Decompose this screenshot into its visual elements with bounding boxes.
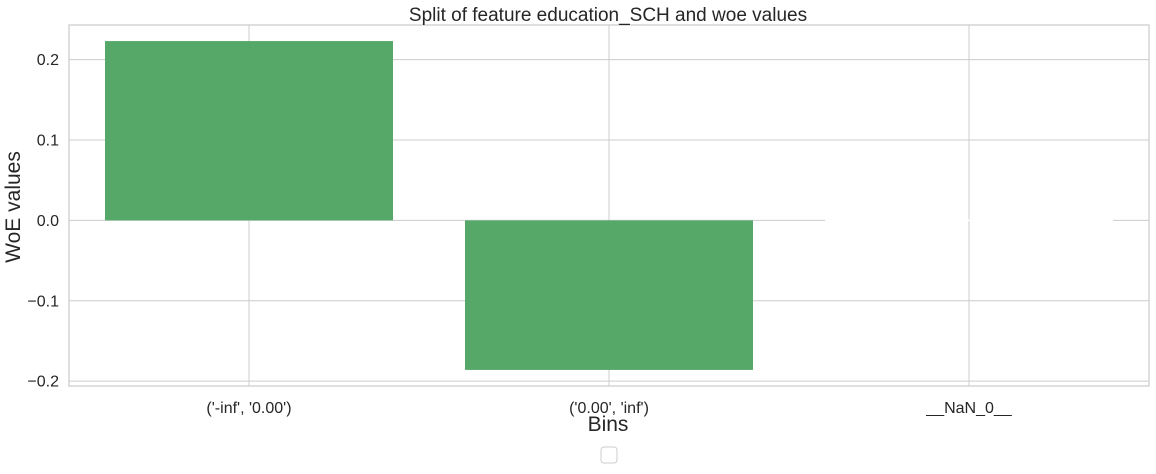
- x-axis-label: Bins: [588, 413, 629, 436]
- bar: [105, 41, 393, 221]
- y-tick-label: −0.1: [27, 293, 59, 310]
- legend-box: [600, 446, 618, 464]
- x-tick-label: __NaN_0__: [925, 400, 1013, 417]
- y-tick-label: 0.2: [37, 52, 59, 69]
- x-tick-labels: ('-inf', '0.00') ('0.00', 'inf') __NaN_0__: [206, 400, 1012, 417]
- plot-frame: [68, 24, 1150, 387]
- bars: [105, 41, 1113, 370]
- y-tick-label: −0.2: [27, 374, 59, 391]
- y-tick-label: 0.0: [37, 213, 59, 230]
- bar: [465, 220, 753, 370]
- x-tick-label: ('0.00', 'inf'): [569, 400, 649, 417]
- chart-title: Split of feature education_SCH and woe v…: [409, 5, 807, 26]
- y-tick-labels: −0.2 −0.1 0.0 0.1 0.2: [27, 52, 59, 391]
- x-tick-label: ('-inf', '0.00'): [206, 400, 291, 417]
- y-tick-label: 0.1: [37, 132, 59, 149]
- y-axis-label: WoE values: [2, 151, 25, 263]
